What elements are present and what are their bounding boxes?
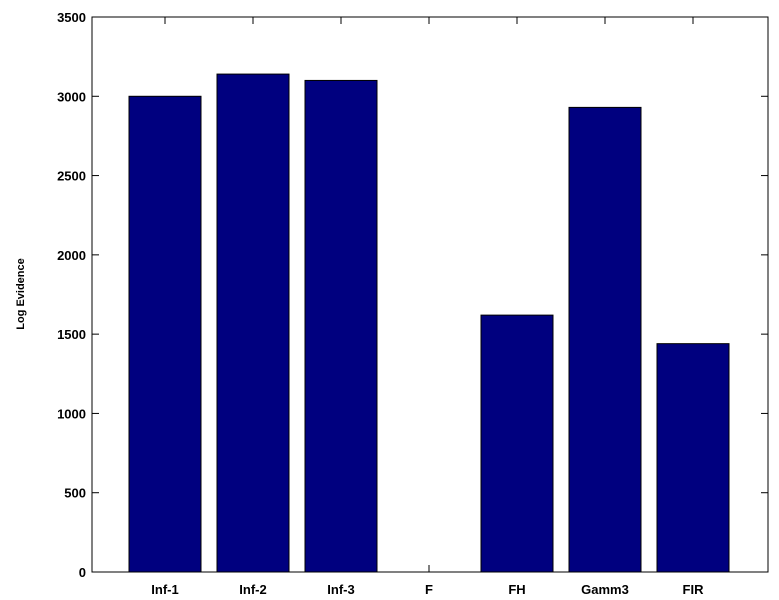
x-tick-label: Inf-2 bbox=[239, 582, 266, 597]
plot-area bbox=[91, 16, 769, 573]
bar bbox=[656, 343, 730, 573]
y-tick-label: 2500 bbox=[57, 169, 86, 184]
x-tick-label: Inf-1 bbox=[151, 582, 178, 597]
y-tick-label: 2000 bbox=[57, 248, 86, 263]
x-tick-label: FH bbox=[508, 582, 525, 597]
y-tick-label: 0 bbox=[79, 565, 86, 580]
y-tick-label: 1500 bbox=[57, 327, 86, 342]
y-axis-label: Log Evidence bbox=[15, 258, 27, 330]
bar bbox=[304, 79, 378, 573]
x-tick-label: Gamm3 bbox=[581, 582, 629, 597]
bars-group bbox=[128, 73, 730, 573]
bar bbox=[480, 314, 554, 573]
bar bbox=[128, 95, 202, 573]
bar bbox=[568, 106, 642, 573]
y-tick-label: 1000 bbox=[57, 406, 86, 421]
x-tick-label: F bbox=[425, 582, 433, 597]
y-tick-label: 500 bbox=[64, 486, 86, 501]
bar bbox=[216, 73, 290, 573]
y-tick-label: 3000 bbox=[57, 89, 86, 104]
y-axis: 0 500 1000 1500 2000 2500 3000 3500 bbox=[57, 10, 768, 580]
y-tick-label: 3500 bbox=[57, 10, 86, 25]
x-tick-label: Inf-3 bbox=[327, 582, 354, 597]
x-axis: Inf-1 Inf-2 Inf-3 F FH Gamm3 FIR bbox=[151, 17, 704, 597]
x-tick-label: FIR bbox=[683, 582, 705, 597]
